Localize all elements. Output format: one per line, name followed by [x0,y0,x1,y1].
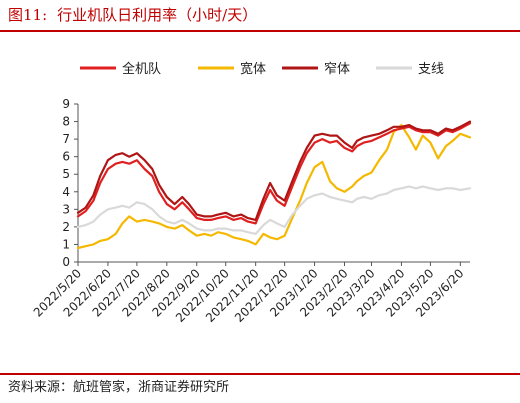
y-tick-label: 2 [62,220,70,234]
y-tick-label: 7 [62,132,70,146]
figure-title-text: 行业机队日利用率（小时/天） [57,6,258,24]
y-tick-label: 4 [62,185,70,199]
series-line-0 [76,122,472,225]
y-tick-label: 5 [62,167,70,181]
title-rule [0,30,520,32]
y-tick-label: 8 [62,115,70,129]
source-note: 资料来源：航班管家，浙商证券研究所 [8,380,230,395]
legend: 全机队 宽体 窄体 支线 [80,61,444,77]
legend-label-3: 支线 [418,62,444,77]
y-tick-label: 6 [62,150,70,164]
figure-title: 图11: 行业机队日利用率（小时/天） [8,4,257,26]
y-tick-label: 0 [62,255,70,269]
series-line-3 [76,185,472,235]
series-lines [76,120,472,250]
legend-label-1: 宽体 [240,61,266,77]
line-chart: 全机队 宽体 窄体 支线 01234567892022/5/202022/6/2020… [31,61,472,325]
y-tick-label: 3 [62,202,70,216]
figure-label: 图11: [8,6,48,24]
y-tick-label: 1 [62,237,70,251]
source-rule [0,373,520,375]
y-tick-label: 9 [62,97,70,111]
legend-label-2: 窄体 [324,61,350,77]
series-line-2 [76,120,472,221]
legend-label-0: 全机队 [122,61,161,77]
